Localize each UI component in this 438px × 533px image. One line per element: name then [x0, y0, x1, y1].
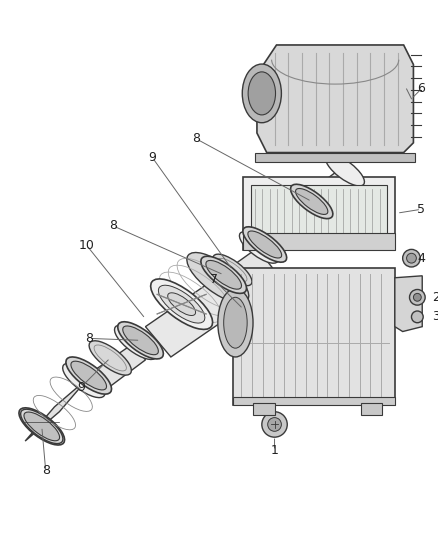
Text: 5: 5 [417, 203, 425, 216]
Ellipse shape [300, 192, 323, 211]
Bar [255, 152, 415, 163]
Text: 2: 2 [432, 291, 438, 304]
Ellipse shape [206, 261, 241, 289]
Ellipse shape [240, 232, 279, 263]
Ellipse shape [325, 155, 364, 186]
Ellipse shape [411, 311, 423, 323]
Polygon shape [257, 45, 413, 152]
Ellipse shape [19, 408, 64, 445]
Ellipse shape [243, 227, 286, 262]
Ellipse shape [242, 64, 281, 123]
Ellipse shape [248, 231, 282, 258]
Text: 8: 8 [85, 332, 93, 345]
Bar [243, 177, 395, 251]
Text: 8: 8 [109, 220, 117, 232]
Polygon shape [395, 276, 422, 332]
Ellipse shape [413, 293, 421, 301]
Ellipse shape [262, 411, 287, 437]
Ellipse shape [289, 203, 312, 221]
Ellipse shape [410, 289, 425, 305]
Ellipse shape [63, 364, 105, 398]
Ellipse shape [123, 326, 159, 355]
Text: 9: 9 [77, 381, 85, 394]
Bar [233, 268, 395, 405]
Bar [253, 403, 275, 415]
Ellipse shape [118, 322, 163, 359]
Ellipse shape [224, 297, 247, 348]
Text: 4: 4 [417, 252, 425, 265]
Text: 8: 8 [42, 464, 49, 477]
Text: 8: 8 [192, 132, 200, 146]
Ellipse shape [168, 293, 195, 316]
Polygon shape [302, 168, 353, 214]
Ellipse shape [406, 253, 417, 263]
Bar [243, 233, 395, 251]
Text: 7: 7 [210, 273, 218, 286]
Ellipse shape [21, 409, 63, 443]
Ellipse shape [261, 230, 284, 248]
Ellipse shape [89, 341, 131, 375]
Text: 9: 9 [148, 151, 156, 164]
Ellipse shape [248, 72, 276, 115]
Ellipse shape [66, 357, 112, 394]
Text: 3: 3 [432, 310, 438, 324]
Ellipse shape [292, 185, 331, 217]
Ellipse shape [403, 249, 420, 267]
Ellipse shape [218, 288, 253, 357]
Polygon shape [25, 377, 89, 441]
Ellipse shape [114, 325, 157, 359]
Text: 6: 6 [417, 83, 425, 95]
Ellipse shape [201, 256, 247, 293]
Polygon shape [262, 195, 319, 254]
Ellipse shape [283, 208, 306, 227]
Ellipse shape [159, 285, 205, 323]
Bar [233, 397, 395, 405]
Ellipse shape [267, 224, 289, 243]
Ellipse shape [296, 189, 328, 214]
Ellipse shape [187, 253, 249, 303]
Ellipse shape [295, 198, 318, 216]
Ellipse shape [71, 361, 106, 390]
Ellipse shape [272, 219, 295, 238]
Ellipse shape [255, 236, 278, 254]
Polygon shape [87, 343, 145, 392]
Ellipse shape [290, 184, 333, 219]
Ellipse shape [268, 418, 281, 431]
Ellipse shape [213, 254, 252, 286]
Bar [360, 403, 382, 415]
Polygon shape [145, 277, 243, 357]
Bar [251, 185, 387, 239]
Ellipse shape [151, 279, 212, 329]
Text: 10: 10 [79, 239, 95, 252]
Ellipse shape [24, 412, 60, 441]
Polygon shape [220, 248, 272, 294]
Text: 1: 1 [271, 445, 279, 457]
Ellipse shape [278, 214, 300, 232]
